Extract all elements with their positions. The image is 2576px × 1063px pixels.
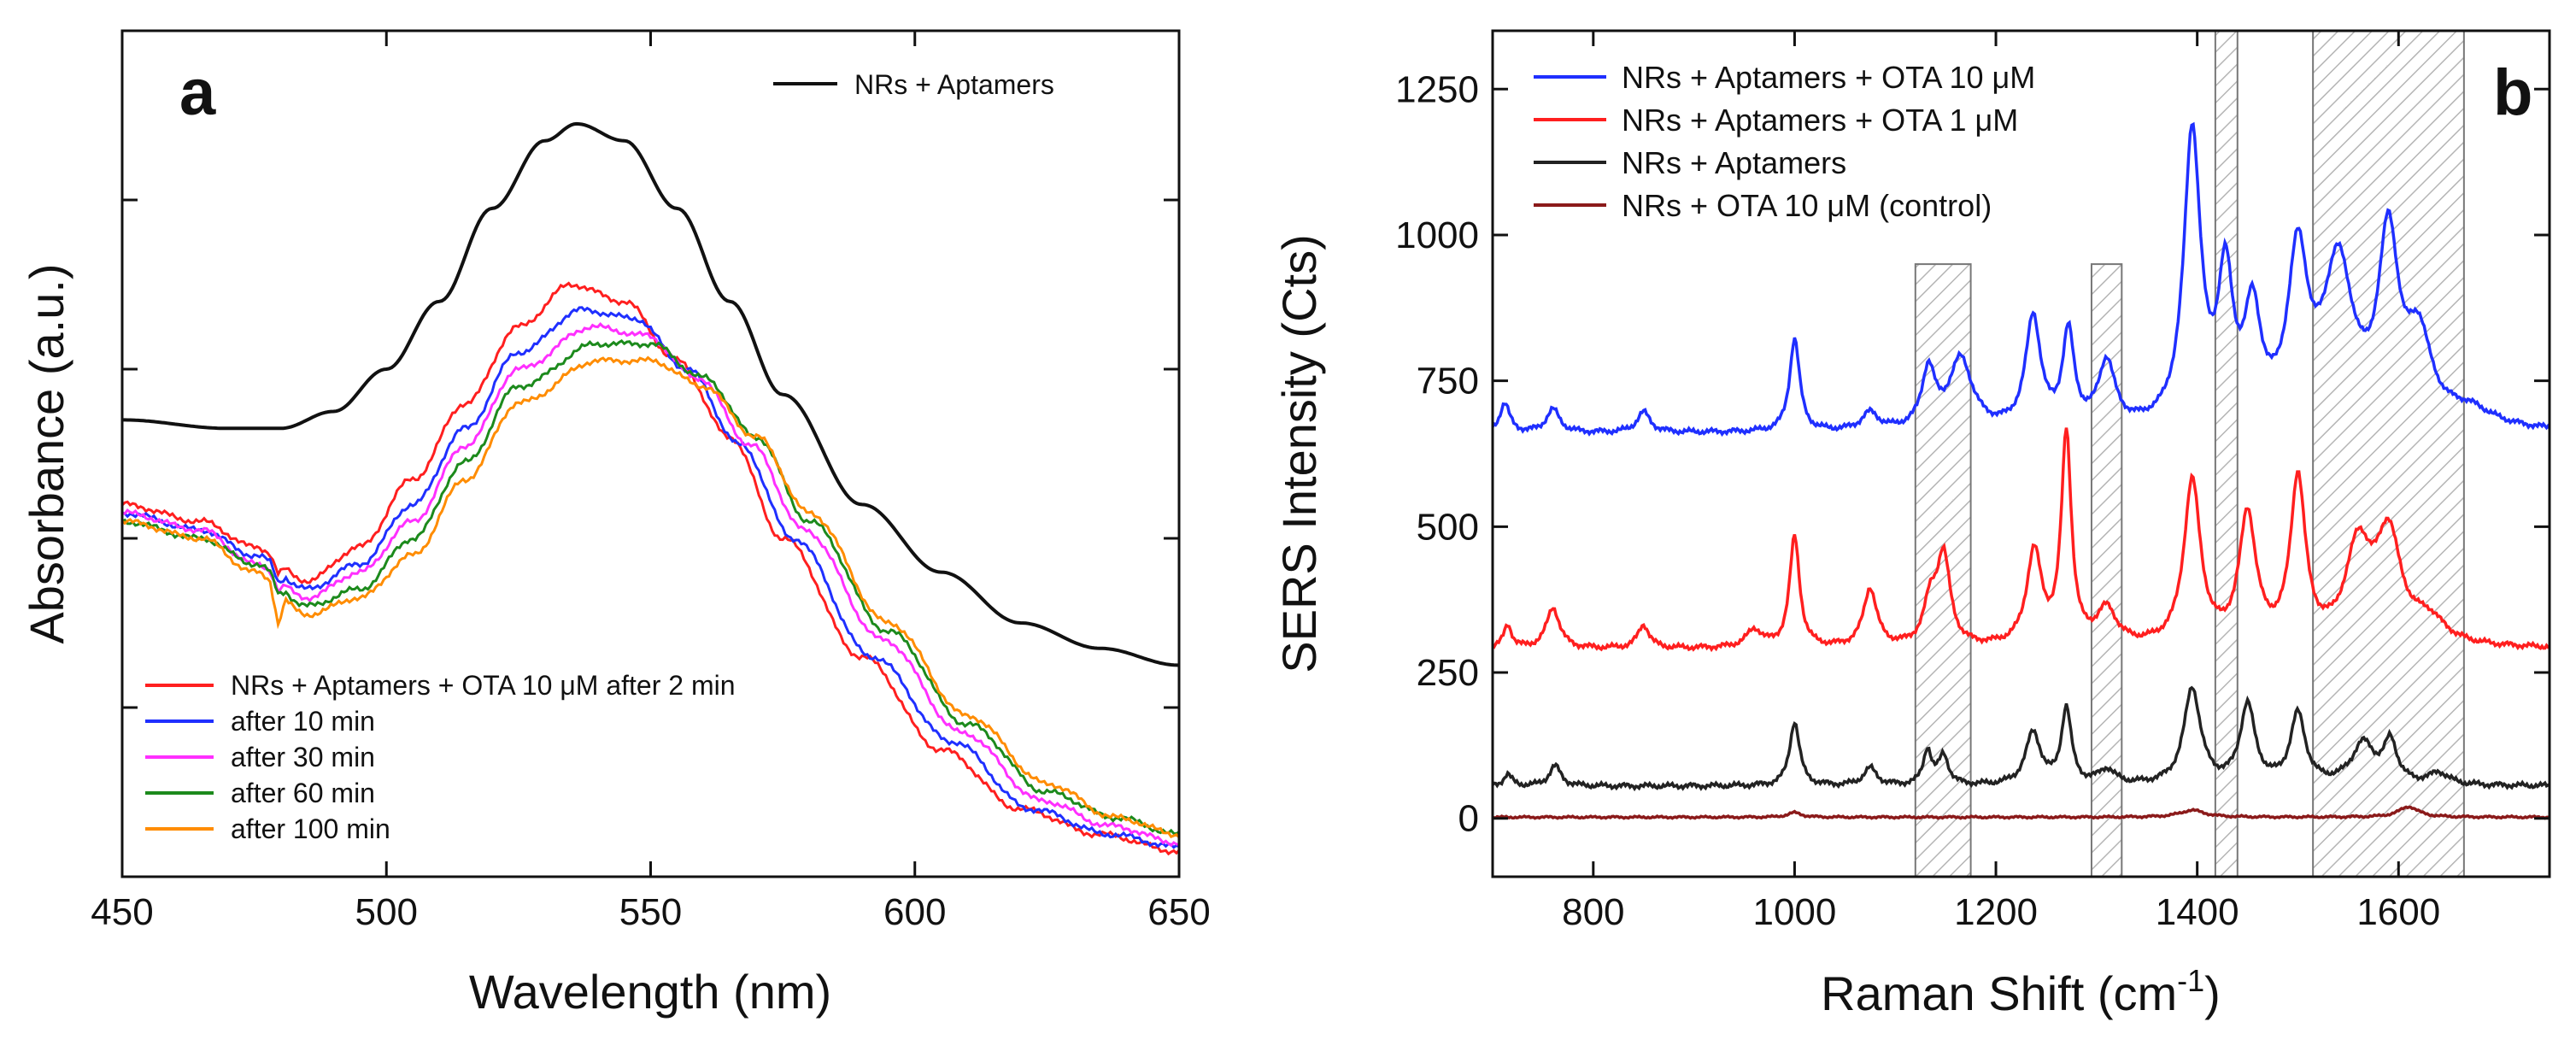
panel-a-xlabel: Wavelength (nm) xyxy=(469,965,831,1019)
shaded-region xyxy=(1914,263,1972,877)
panel-b-series-layer xyxy=(1493,121,2550,820)
legend-label-nrs-aptamers-ota-10-m-after-2-min: NRs + Aptamers + OTA 10 μM after 2 min xyxy=(231,670,736,701)
panel-b-xtick-label: 1200 xyxy=(1954,891,2038,933)
panel-b-frame xyxy=(1491,29,2551,878)
panel-b-ytick-label: 250 xyxy=(1417,652,1479,694)
series-line-nrs-aptamers-ota-10-m xyxy=(1493,121,2550,438)
panel-a-xtick-label: 650 xyxy=(1147,891,1210,933)
panel-b-xtick-label: 1000 xyxy=(1752,891,1836,933)
legend-label-after-60-min: after 60 min xyxy=(231,778,375,808)
panel-b-ticks: 800 1000 1200 1400 1600 0 250 500 750 1000 1250 xyxy=(1395,31,2550,933)
panel-a-legend: NRs + Aptamers + OTA 10 μM after 2 min af… xyxy=(145,670,736,844)
panel-b-ytick-label: 1000 xyxy=(1395,214,1479,256)
panel-a-xtick-label: 600 xyxy=(883,891,946,933)
panel-a-xtick-label: 550 xyxy=(619,891,682,933)
panel-b-ytick-label: 0 xyxy=(1458,798,1479,840)
series-line-after-30-min xyxy=(122,322,1179,848)
series-line-nrs-aptamers xyxy=(1493,685,2550,792)
top-legend-label: NRs + Aptamers xyxy=(854,69,1054,100)
panel-a: 450 500 550 600 650 a NRs + Aptamers NRs + A… xyxy=(20,29,1211,1019)
shaded-region xyxy=(2214,31,2239,877)
shaded-region xyxy=(2090,263,2123,877)
legend-label-nrs-ota-10-m-control: NRs + OTA 10 μM (control) xyxy=(1622,188,1992,223)
shaded-region xyxy=(2312,31,2465,877)
panel-a-letter: a xyxy=(179,56,216,129)
panel-b-xtick-label: 800 xyxy=(1562,891,1624,933)
panel-a-top-legend: NRs + Aptamers xyxy=(773,69,1054,100)
panel-a-xtick-label: 450 xyxy=(91,891,153,933)
panel-a-ticks: 450 500 550 600 650 xyxy=(91,31,1211,933)
series-line-nrs-ota-10-m-control xyxy=(1493,805,2550,820)
series-line-after-60-min xyxy=(122,339,1179,836)
panel-b-xtick-label: 1600 xyxy=(2356,891,2440,933)
panel-a-ylabel: Absorbance (a.u.) xyxy=(20,263,73,643)
panel-a-series-layer xyxy=(122,121,1179,856)
legend-label-nrs-aptamers-ota-10-m: NRs + Aptamers + OTA 10 μM xyxy=(1622,60,2035,95)
legend-label-after-30-min: after 30 min xyxy=(231,742,375,772)
panel-b-xlabel-end: ) xyxy=(2204,966,2221,1020)
panel-b-xtick-label: 1400 xyxy=(2156,891,2239,933)
panel-b-xlabel: Raman Shift (cm-1) xyxy=(1821,963,2221,1020)
panel-b-ytick-label: 500 xyxy=(1417,506,1479,548)
panel-b-xlabel-sup: -1 xyxy=(2177,963,2204,998)
panel-b-xlabel-main: Raman Shift (cm xyxy=(1821,966,2177,1020)
legend-label-after-100-min: after 100 min xyxy=(231,813,390,844)
legend-label-nrs-aptamers: NRs + Aptamers xyxy=(1622,145,1846,180)
panel-b-letter: b xyxy=(2493,56,2532,129)
series-line-nrs-aptamers xyxy=(122,121,1179,667)
series-line-after-10-min xyxy=(122,306,1179,849)
panel-b-ylabel: SERS Intensity (Cts) xyxy=(1272,234,1326,672)
panel-b-ytick-label: 750 xyxy=(1417,361,1479,402)
legend-label-after-10-min: after 10 min xyxy=(231,706,375,737)
panel-a-xtick-label: 500 xyxy=(355,891,418,933)
series-line-nrs-aptamers-ota-10-m-after-2-min xyxy=(122,281,1179,856)
legend-label-nrs-aptamers-ota-1-m: NRs + Aptamers + OTA 1 μM xyxy=(1622,103,2018,138)
series-line-after-100-min xyxy=(122,355,1179,839)
series-line-nrs-aptamers-ota-1-m xyxy=(1493,427,2550,653)
panel-b-ytick-label: 1250 xyxy=(1395,68,1479,110)
panel-b-legend: NRs + Aptamers + OTA 10 μM NRs + Aptamers… xyxy=(1534,60,2035,223)
